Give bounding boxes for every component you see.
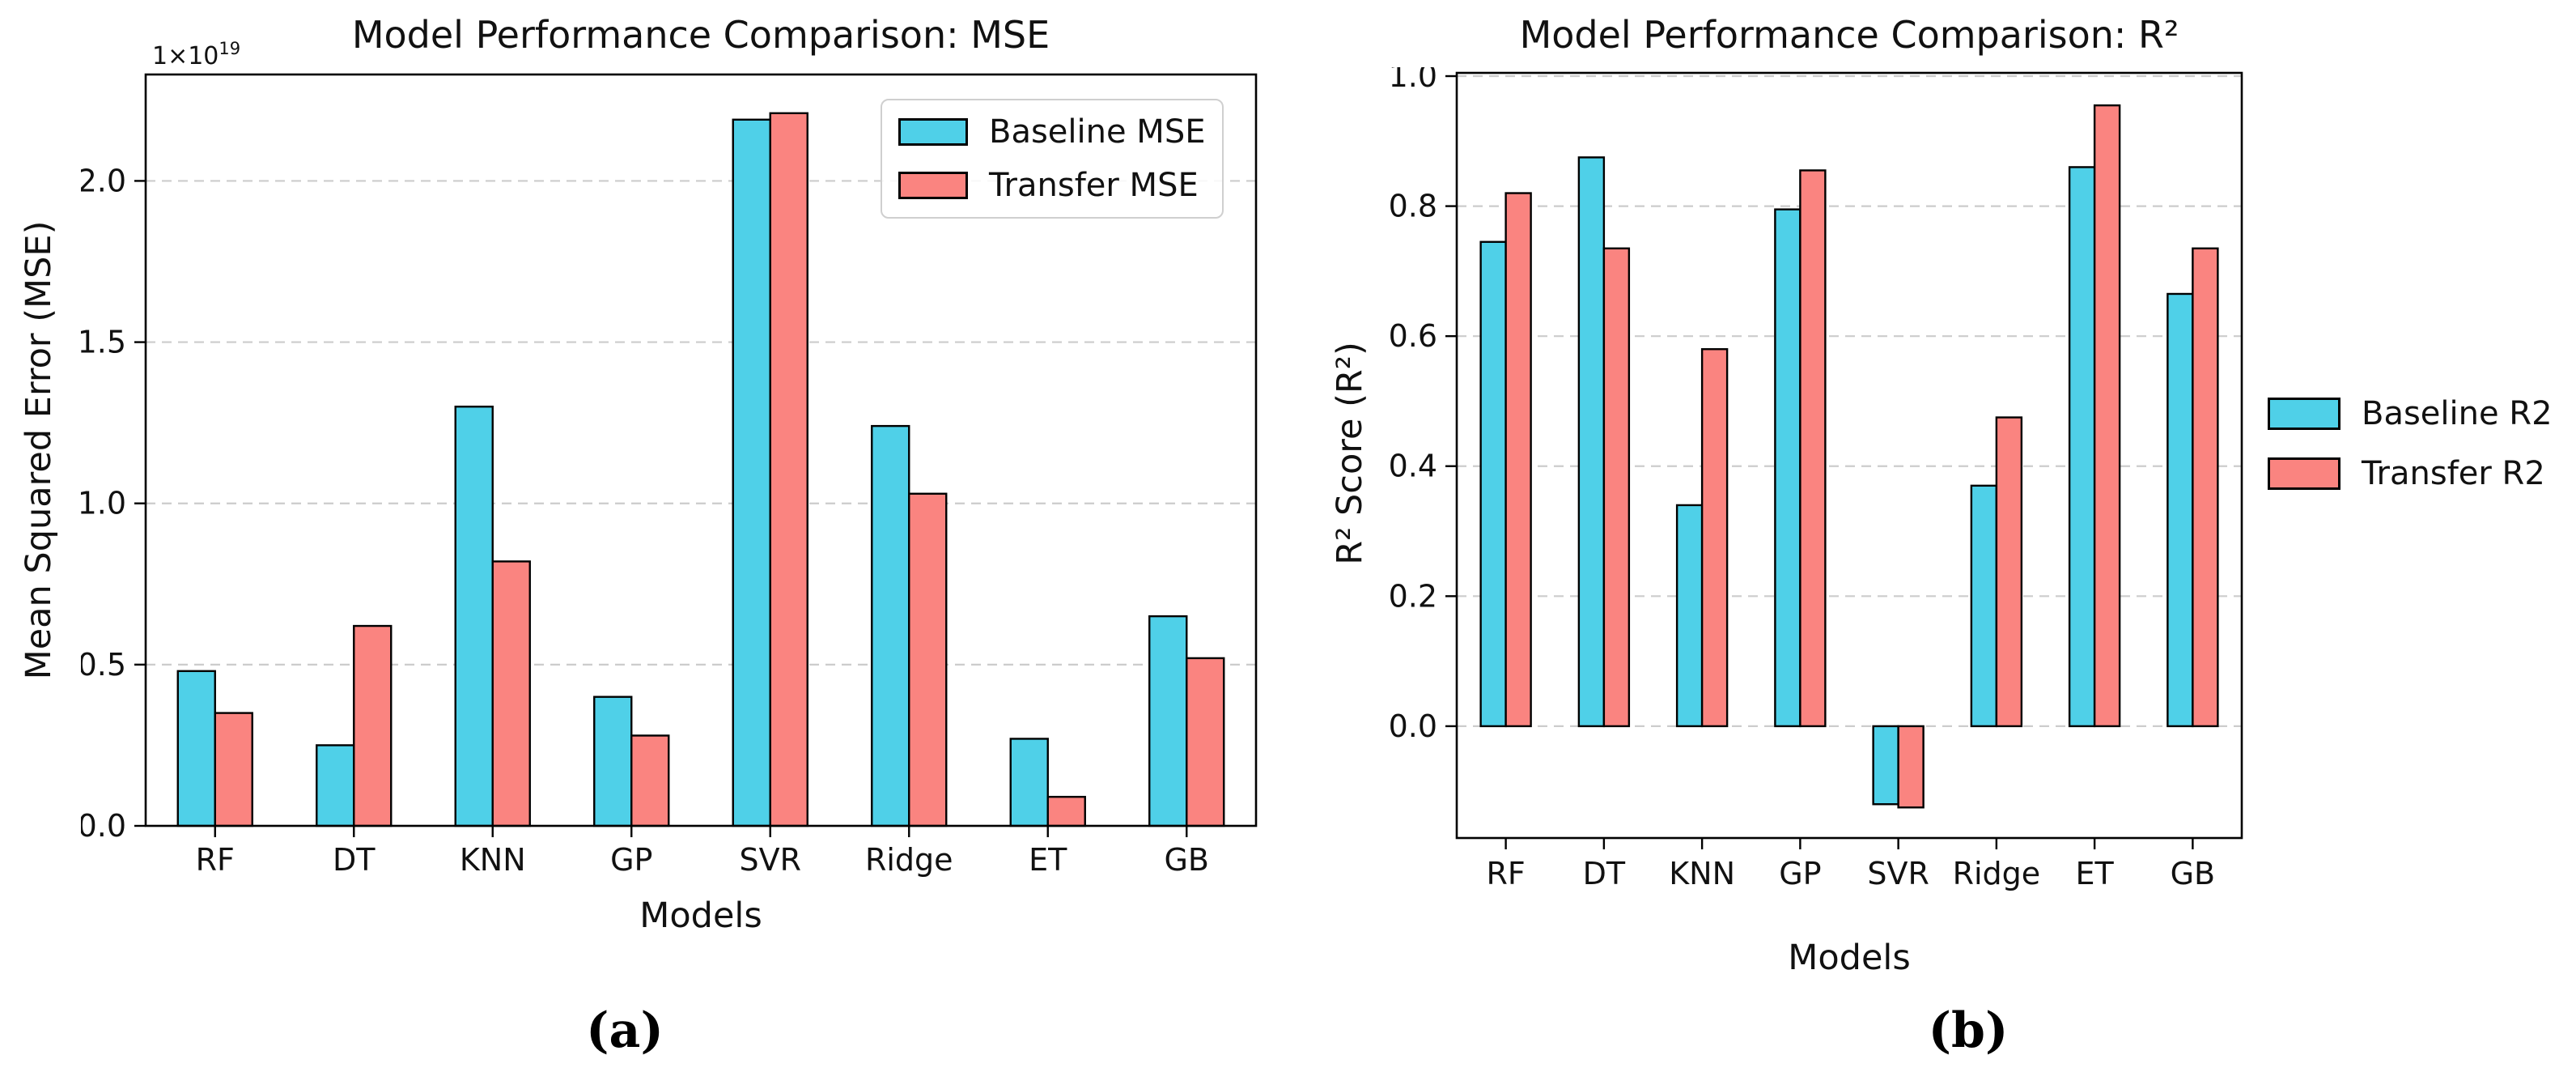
axes-frame	[1455, 71, 2243, 840]
x-tick-label-ridge: Ridge	[865, 842, 953, 878]
x-tick-label-knn: KNN	[460, 842, 526, 878]
caption-a: (a)	[586, 1002, 664, 1059]
bar-baseline-mse-dt	[316, 744, 355, 827]
legend-label-baseline-r2: Baseline R2	[2362, 395, 2553, 432]
bar-transfer-mse-gb	[1186, 657, 1225, 827]
baseline-r2-swatch-icon	[2268, 398, 2340, 430]
y-tick-label-1.0: 1.0	[1390, 67, 1437, 94]
mse-chart-title: Model Performance Comparison: MSE	[351, 13, 1050, 57]
bar-transfer-r2-knn	[1700, 348, 1729, 728]
x-tick-label-gp: GP	[610, 842, 652, 878]
axes-frame	[144, 73, 1258, 827]
legend-row-baseline: Baseline MSE	[898, 113, 1206, 151]
offset-base: 1×10	[152, 42, 219, 70]
y-tick-label-0.2: 0.2	[1390, 578, 1437, 614]
bar-transfer-r2-ridge	[1995, 416, 2023, 728]
bar-baseline-mse-gp	[593, 696, 633, 827]
y-tick-label-1.0: 1.0	[81, 486, 126, 521]
bar-transfer-mse-dt	[353, 624, 393, 827]
caption-b: (b)	[1928, 1002, 2009, 1059]
transfer-r2-swatch-icon	[2268, 457, 2340, 490]
x-tick-label-rf: RF	[196, 842, 235, 878]
mse-x-axis-label: Models	[639, 895, 762, 936]
r2-y-axis-label: R² Score (R²)	[1330, 342, 1370, 565]
x-tick-label-gb: GB	[1164, 842, 1209, 878]
bar-transfer-r2-et	[2093, 104, 2121, 728]
bar-baseline-r2-gp	[1774, 208, 1802, 728]
x-tick-label-knn: KNN	[1669, 856, 1735, 891]
x-tick-label-ridge: Ridge	[1953, 856, 2041, 891]
r2-chart-title: Model Performance Comparison: R²	[1519, 13, 2179, 57]
r2-plot-area: RF DT KNN GP SVR Ridge ET GB 0.0 0.2 0.4 0.6 0.8 1.0	[1390, 67, 2243, 891]
bar-transfer-mse-svr	[769, 112, 808, 827]
bar-baseline-r2-et	[2068, 166, 2096, 728]
y-tick-label-1.5: 1.5	[81, 325, 126, 360]
legend-row-baseline: Baseline R2	[2268, 395, 2553, 432]
y-tick-label-0.8: 0.8	[1390, 189, 1437, 224]
bar-baseline-mse-ridge	[871, 424, 910, 827]
x-tick-label-rf: RF	[1486, 856, 1525, 891]
bar-transfer-r2-gb	[2192, 247, 2219, 728]
bar-baseline-mse-gb	[1148, 615, 1188, 827]
legend-row-transfer: Transfer R2	[2268, 455, 2553, 492]
y-tick-label-0.5: 0.5	[81, 647, 126, 683]
transfer-mse-swatch-icon	[898, 172, 968, 199]
y-tick-label-0.6: 0.6	[1390, 318, 1437, 354]
x-tick-label-svr: SVR	[739, 842, 801, 878]
bar-baseline-r2-svr	[1872, 725, 1899, 806]
x-tick-label-et: ET	[1029, 842, 1067, 878]
bar-transfer-r2-dt	[1602, 247, 1631, 728]
r2-x-axis-label: Models	[1788, 938, 1911, 978]
y-tick-label-0.0: 0.0	[1390, 708, 1437, 744]
y-tick-label-2.0: 2.0	[81, 163, 126, 198]
bar-transfer-r2-svr	[1897, 725, 1925, 809]
r2-legend: Baseline R2 Transfer R2	[2268, 395, 2553, 492]
x-tick-label-gp: GP	[1779, 856, 1821, 891]
bar-transfer-r2-rf	[1504, 192, 1532, 728]
bar-baseline-r2-gb	[2166, 292, 2194, 728]
bar-baseline-r2-dt	[1577, 156, 1606, 728]
mse-plot-area: RF DT KNN GP SVR Ridge ET GB 0.0 0.5 1.0 1.5 2.0	[81, 73, 1258, 878]
x-tick-label-dt: DT	[1583, 856, 1626, 891]
mse-y-axis-offset-text: 1×1019	[152, 39, 240, 70]
x-tick-label-gb: GB	[2171, 856, 2216, 891]
bar-baseline-mse-knn	[454, 406, 494, 827]
legend-label-transfer-r2: Transfer R2	[2362, 455, 2545, 492]
bar-baseline-r2-ridge	[1970, 484, 1998, 728]
baseline-mse-swatch-icon	[898, 118, 968, 146]
x-tick-label-et: ET	[2076, 856, 2115, 891]
legend-label-transfer-mse: Transfer MSE	[989, 167, 1199, 204]
offset-exponent: 19	[219, 39, 241, 58]
bar-baseline-mse-et	[1009, 738, 1049, 827]
bar-baseline-mse-svr	[732, 118, 771, 827]
mse-legend: Baseline MSE Transfer MSE	[881, 99, 1224, 219]
y-tick-label-0.0: 0.0	[81, 808, 126, 844]
legend-label-baseline-mse: Baseline MSE	[989, 113, 1206, 151]
x-tick-label-svr: SVR	[1867, 856, 1929, 891]
bar-baseline-r2-knn	[1675, 504, 1704, 728]
x-tick-label-dt: DT	[333, 842, 376, 878]
y-tick-label-0.4: 0.4	[1390, 449, 1437, 484]
legend-row-transfer: Transfer MSE	[898, 167, 1206, 204]
bar-baseline-r2-rf	[1479, 240, 1507, 728]
bar-transfer-r2-gp	[1799, 169, 1827, 728]
bar-transfer-mse-ridge	[908, 492, 948, 827]
